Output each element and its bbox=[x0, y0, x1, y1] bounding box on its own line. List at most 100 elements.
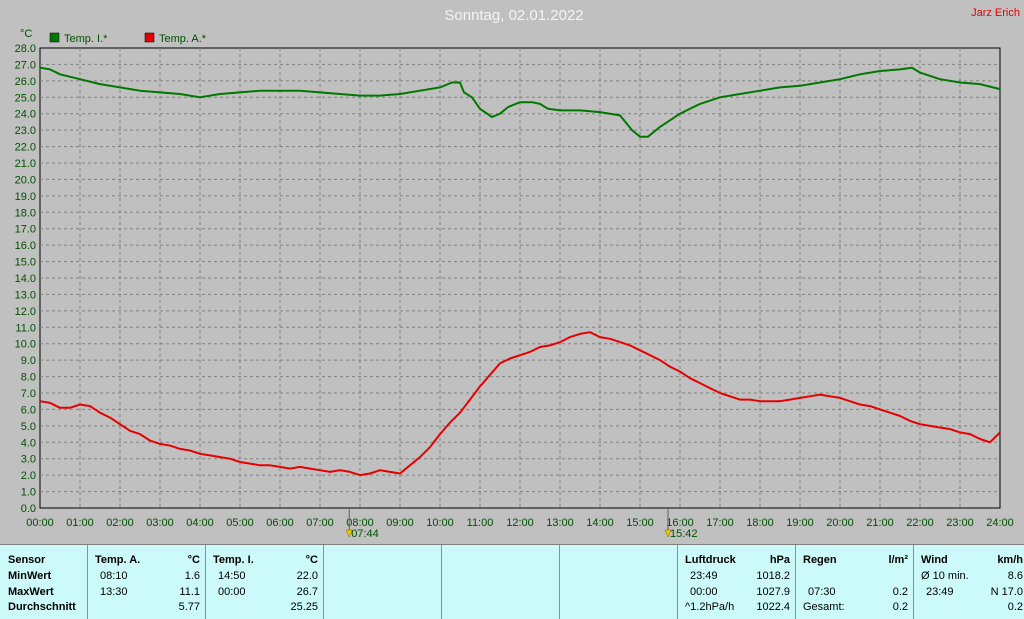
regen-header: Regen bbox=[803, 554, 837, 566]
y-axis-unit: °C bbox=[20, 28, 32, 40]
x-tick-label: 08:00 bbox=[346, 517, 374, 529]
luftdruck-min-time: 23:49 bbox=[690, 570, 718, 582]
y-tick-label: 28.0 bbox=[15, 43, 36, 55]
x-tick-label: 07:00 bbox=[306, 517, 334, 529]
regen-total-value: 0.2 bbox=[892, 601, 908, 613]
wind-third-value: 0.2 bbox=[1007, 601, 1023, 613]
y-tick-labels: 0.0 1.0 2.0 3.0 4.0 5.0 6.0 7.0 8.0 9.0 10.0 11.0 12… bbox=[15, 43, 36, 515]
regen-total-label: Gesamt: bbox=[803, 601, 845, 613]
x-tick-label: 22:00 bbox=[906, 517, 934, 529]
x-tick-label: 16:00 bbox=[666, 517, 694, 529]
regen-max-value: 0.2 bbox=[892, 586, 908, 598]
y-tick-label: 13.0 bbox=[15, 289, 36, 301]
y-tick-label: 16.0 bbox=[15, 240, 36, 252]
temp-i-unit: °C bbox=[305, 554, 318, 566]
x-tick-label: 10:00 bbox=[426, 517, 454, 529]
sun-events: 07:44 15:42 bbox=[345, 508, 698, 540]
luftdruck-min-value: 1018.2 bbox=[756, 570, 790, 582]
temp-a-avg-value: 5.77 bbox=[178, 601, 200, 613]
y-tick-label: 12.0 bbox=[15, 306, 36, 318]
y-tick-label: 26.0 bbox=[15, 76, 36, 88]
row-label-avg: Durchschnitt bbox=[8, 601, 76, 613]
x-tick-labels: 00:00 01:00 02:00 03:00 04:00 05:00 06:00 07:00… bbox=[26, 517, 1014, 529]
series-line-temp-a bbox=[39, 331, 1001, 477]
x-tick-label: 02:00 bbox=[106, 517, 134, 529]
col-empty-2 bbox=[441, 545, 560, 619]
event-label: 15:42 bbox=[670, 528, 698, 540]
grid bbox=[40, 48, 1000, 508]
wind-avg-label: Ø 10 min. bbox=[921, 570, 969, 582]
legend-label-temp-i: Temp. I.* bbox=[64, 33, 108, 45]
x-tick-label: 19:00 bbox=[786, 517, 814, 529]
sensor-header: Sensor bbox=[8, 554, 46, 566]
x-tick-label: 14:00 bbox=[586, 517, 614, 529]
series-lines bbox=[39, 66, 1001, 477]
row-label-min: MinWert bbox=[8, 570, 52, 582]
chart-title: Sonntag, 02.01.2022 bbox=[444, 7, 583, 24]
y-tick-label: 17.0 bbox=[15, 224, 36, 236]
x-tick-label: 21:00 bbox=[866, 517, 894, 529]
statistics-table: Sensor MinWert MaxWert Durchschnitt Temp… bbox=[0, 544, 1024, 619]
wind-avg-value: 8.6 bbox=[1007, 570, 1023, 582]
temp-i-min-value: 22.0 bbox=[296, 570, 318, 582]
luftdruck-unit: hPa bbox=[769, 554, 790, 566]
regen-max-time: 07:30 bbox=[808, 586, 836, 598]
temp-a-min-value: 1.6 bbox=[184, 570, 200, 582]
y-tick-label: 22.0 bbox=[15, 142, 36, 154]
y-tick-label: 21.0 bbox=[15, 158, 36, 170]
y-tick-label: 0.0 bbox=[21, 503, 36, 515]
series-line-temp-i bbox=[39, 66, 1001, 138]
sunset-icon bbox=[664, 529, 672, 538]
x-tick-label: 01:00 bbox=[66, 517, 94, 529]
luftdruck-trend: ^1.2hPa/h bbox=[685, 601, 735, 613]
y-tick-label: 8.0 bbox=[21, 372, 36, 384]
y-tick-label: 15.0 bbox=[15, 257, 36, 269]
x-tick-label: 11:00 bbox=[467, 517, 494, 529]
luftdruck-max-time: 00:00 bbox=[690, 586, 718, 598]
wind-unit: km/h bbox=[997, 554, 1023, 566]
legend-label-temp-a: Temp. A.* bbox=[159, 33, 207, 45]
x-tick-label: 17:00 bbox=[706, 517, 734, 529]
x-tick-label: 00:00 bbox=[26, 517, 54, 529]
legend-swatch-temp-a bbox=[144, 32, 155, 43]
x-tick-label: 20:00 bbox=[826, 517, 854, 529]
legend-swatch-temp-i bbox=[49, 32, 60, 43]
regen-unit: l/m² bbox=[888, 554, 908, 566]
y-tick-label: 9.0 bbox=[21, 355, 36, 367]
y-tick-label: 6.0 bbox=[21, 404, 36, 416]
col-regen: Regen l/m² 07:30 0.2 Gesamt: 0.2 bbox=[795, 545, 914, 619]
event-label: 07:44 bbox=[351, 528, 379, 540]
y-tick-label: 18.0 bbox=[15, 207, 36, 219]
temp-i-max-value: 26.7 bbox=[296, 586, 318, 598]
legend: Temp. I.* Temp. A.* bbox=[49, 32, 207, 45]
y-tick-label: 19.0 bbox=[15, 191, 36, 203]
col-empty-3 bbox=[559, 545, 678, 619]
temp-a-unit: °C bbox=[187, 554, 200, 566]
wind-max-time: 23:49 bbox=[926, 586, 954, 598]
y-tick-label: 14.0 bbox=[15, 273, 36, 285]
temp-a-min-time: 08:10 bbox=[100, 570, 128, 582]
x-tick-label: 18:00 bbox=[746, 517, 774, 529]
x-tick-label: 04:00 bbox=[186, 517, 214, 529]
temp-a-max-value: 11.1 bbox=[179, 586, 200, 598]
wind-max-value: N 17.0 bbox=[990, 586, 1023, 598]
y-tick-label: 10.0 bbox=[15, 339, 36, 351]
temp-a-max-time: 13:30 bbox=[100, 586, 128, 598]
y-tick-label: 27.0 bbox=[15, 59, 36, 71]
y-tick-label: 2.0 bbox=[21, 470, 36, 482]
x-tick-label: 05:00 bbox=[226, 517, 254, 529]
y-tick-label: 3.0 bbox=[21, 454, 36, 466]
y-tick-label: 5.0 bbox=[21, 421, 36, 433]
x-tick-label: 24:00 bbox=[986, 517, 1014, 529]
y-tick-label: 11.0 bbox=[15, 322, 36, 334]
y-tick-label: 7.0 bbox=[21, 388, 36, 400]
row-label-max: MaxWert bbox=[8, 586, 54, 598]
x-tick-label: 12:00 bbox=[506, 517, 534, 529]
x-tick-label: 15:00 bbox=[626, 517, 654, 529]
y-tick-label: 1.0 bbox=[21, 487, 36, 499]
temp-i-avg-value: 25.25 bbox=[290, 601, 318, 613]
luftdruck-avg-value: 1022.4 bbox=[756, 601, 790, 613]
temp-a-header: Temp. A. bbox=[95, 554, 141, 566]
x-tick-label: 06:00 bbox=[266, 517, 294, 529]
temp-i-min-time: 14:50 bbox=[218, 570, 246, 582]
